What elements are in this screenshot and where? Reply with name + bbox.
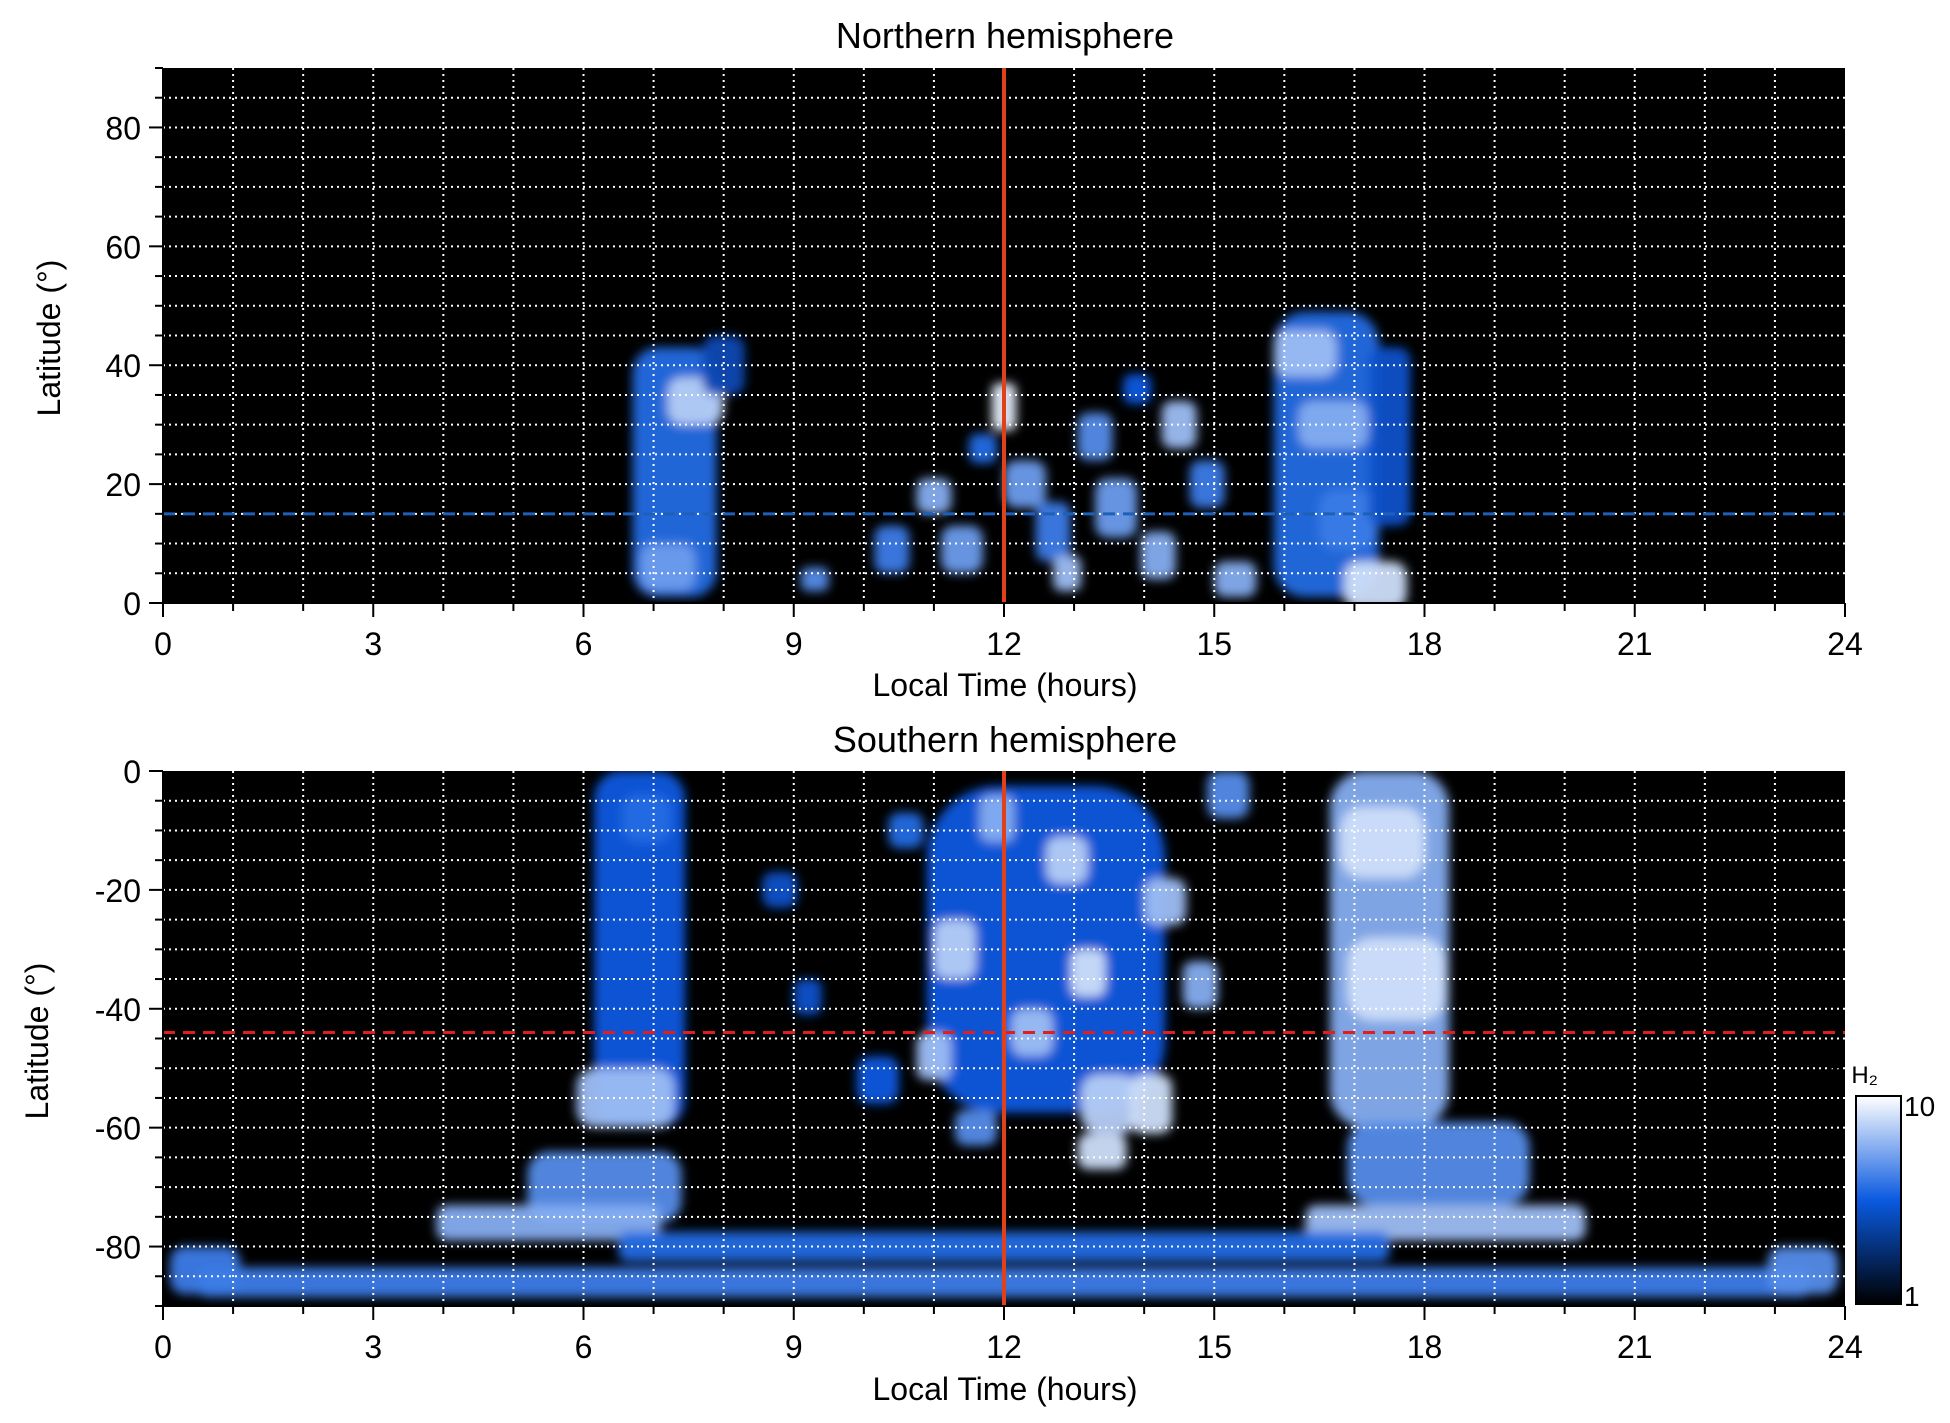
emission-patch — [1053, 555, 1082, 592]
y-tick-label: -40 — [95, 992, 141, 1028]
colorbar-tick-label: 1 — [1904, 1281, 1920, 1312]
north-plot-area: 0 3 6 9 12 15 18 21 24 0 20 40 60 80 — [105, 67, 1863, 662]
x-tick-label: 21 — [1617, 626, 1653, 662]
y-tick-label: 0 — [123, 754, 141, 790]
emission-layer — [632, 311, 1411, 603]
emission-patch — [856, 1056, 899, 1104]
emission-patch — [1319, 490, 1376, 550]
x-tick-label: 3 — [364, 626, 382, 662]
x-tick-label: 15 — [1196, 1329, 1232, 1365]
x-tick-label: 9 — [785, 626, 803, 662]
southern-panel: Southern hemisphere 0 3 6 9 12 15 18 21 24 -80 -60… — [19, 719, 1863, 1407]
x-tick-label: 6 — [575, 1329, 593, 1365]
emission-patch — [1340, 806, 1425, 878]
emission-patch — [933, 919, 976, 980]
emission-patch — [800, 567, 829, 592]
y-tick-label: -20 — [95, 873, 141, 909]
y-tick-label: 60 — [105, 229, 141, 265]
emission-patch — [954, 1109, 997, 1146]
emission-patch — [1144, 878, 1187, 926]
x-tick-label: 12 — [986, 626, 1022, 662]
emission-patch — [1140, 531, 1176, 580]
emission-patch — [1343, 561, 1407, 603]
colorbar-gradient — [1855, 1095, 1902, 1305]
colorbar: kR H₂ 10 1 — [1815, 1062, 1935, 1312]
emission-patch — [1368, 347, 1411, 526]
emission-patch — [1046, 836, 1089, 884]
south-xlabel: Local Time (hours) — [873, 1371, 1138, 1407]
emission-patch — [170, 1246, 241, 1295]
emission-patch — [1081, 1074, 1138, 1134]
emission-patch — [436, 1204, 661, 1241]
x-tick-label: 0 — [154, 626, 172, 662]
emission-patch — [1004, 460, 1047, 508]
emission-patch — [1214, 561, 1257, 598]
emission-patch — [1095, 478, 1138, 538]
y-tick-label: 20 — [105, 467, 141, 503]
y-tick-label: 80 — [105, 110, 141, 146]
x-tick-label: 18 — [1407, 626, 1443, 662]
y-tick-label: -80 — [95, 1230, 141, 1266]
x-tick-label: 18 — [1407, 1329, 1443, 1365]
emission-patch — [1182, 961, 1218, 1009]
emission-patch — [1130, 1074, 1173, 1134]
north-xlabel: Local Time (hours) — [873, 667, 1138, 703]
emission-patch — [1767, 1246, 1838, 1295]
emission-patch — [1077, 1133, 1127, 1170]
x-tick-label: 15 — [1196, 626, 1232, 662]
emission-patch — [1347, 937, 1446, 1021]
emission-patch — [979, 794, 1015, 843]
north-ylabel: Latitude (°) — [31, 260, 67, 417]
emission-patch — [1123, 374, 1152, 404]
colorbar-label: kR H₂ — [1815, 1062, 1878, 1089]
emission-patch — [1077, 412, 1113, 461]
emission-patch — [940, 525, 983, 574]
emission-patch — [1035, 501, 1071, 562]
emission-patch — [888, 812, 924, 849]
colorbar-tick-label: 10 — [1904, 1091, 1935, 1122]
emission-patch — [874, 525, 910, 574]
north-title: Northern hemisphere — [836, 15, 1174, 56]
emission-patch — [639, 543, 696, 592]
emission-patch — [1161, 400, 1197, 449]
x-tick-label: 9 — [785, 1329, 803, 1365]
south-title: Southern hemisphere — [833, 719, 1177, 760]
y-tick-label: 0 — [123, 586, 141, 622]
emission-patch — [702, 335, 745, 395]
emission-patch — [1207, 771, 1250, 819]
y-tick-label: -60 — [95, 1111, 141, 1147]
emission-patch — [622, 794, 672, 843]
x-tick-label: 6 — [575, 626, 593, 662]
south-ylabel: Latitude (°) — [19, 963, 55, 1120]
emission-patch — [762, 872, 798, 908]
x-tick-label: 24 — [1827, 1329, 1863, 1365]
x-tick-label: 12 — [986, 1329, 1022, 1365]
x-tick-label: 24 — [1827, 626, 1863, 662]
y-tick-label: 40 — [105, 348, 141, 384]
emission-patch — [1070, 949, 1106, 997]
northern-panel: Northern hemisphere 0 3 6 9 12 15 18 21 24 0 20 40 6… — [31, 15, 1863, 703]
emission-patch — [793, 979, 822, 1015]
emission-patch — [968, 433, 997, 464]
x-tick-label: 21 — [1617, 1329, 1653, 1365]
x-tick-label: 0 — [154, 1329, 172, 1365]
emission-patch — [1347, 1121, 1530, 1205]
south-plot-area: 0 3 6 9 12 15 18 21 24 -80 -60 -40 -20 0 — [95, 754, 1863, 1365]
emission-patch — [1273, 329, 1337, 378]
x-tick-label: 3 — [364, 1329, 382, 1365]
